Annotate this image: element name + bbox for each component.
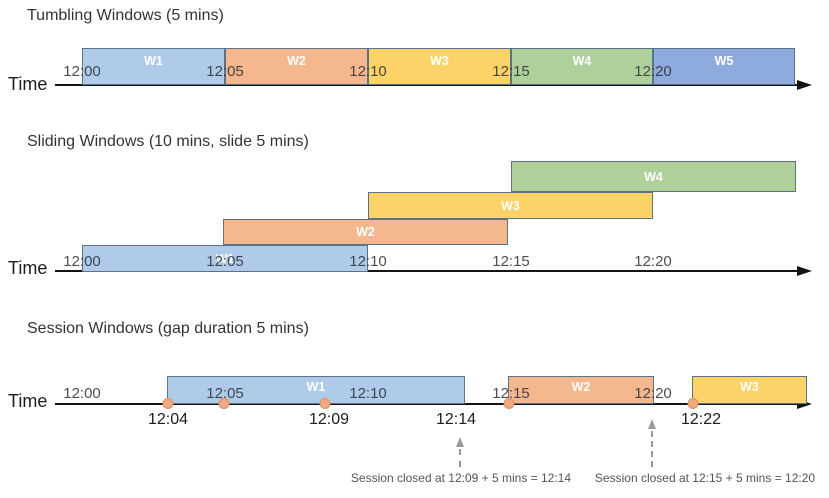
- event-dot: [319, 398, 331, 409]
- sliding-window-w4: W4: [511, 161, 796, 192]
- session-window-w1: W1: [167, 376, 465, 404]
- window-label: W3: [740, 380, 759, 394]
- tick-label: 12:10: [349, 63, 387, 80]
- window-label: W2: [356, 225, 375, 239]
- tick-label: 12:15: [492, 253, 530, 270]
- window-label: W1: [144, 54, 163, 68]
- event-dot: [218, 398, 230, 409]
- up-arrow-icon: [456, 437, 464, 447]
- event-dot: [687, 398, 699, 409]
- tick-label: 12:10: [349, 385, 387, 402]
- tick-label: 12:10: [349, 253, 387, 270]
- event-dot: [162, 398, 174, 409]
- window-label: W2: [571, 380, 591, 394]
- tumbling-title: Tumbling Windows (5 mins): [27, 7, 224, 24]
- event-time-label: 12:04: [147, 411, 189, 428]
- tick-label: 12:15: [492, 63, 530, 80]
- window-label: W1: [215, 251, 235, 266]
- session-close-annotation: Session closed at 12:09 + 5 mins = 12:14: [350, 471, 572, 485]
- tumbling-window-w2: W2: [225, 48, 368, 85]
- dashed-arrow-shaft: [459, 449, 461, 467]
- dashed-arrow-shaft: [651, 431, 653, 467]
- tumbling-window-w3: W3: [368, 48, 511, 85]
- tick-label: 12:05: [206, 253, 244, 270]
- tick-label: 12:00: [63, 385, 101, 402]
- window-label: W3: [501, 198, 520, 213]
- window-label: W4: [572, 54, 592, 68]
- event-time-label: 12:22: [680, 411, 722, 428]
- sliding-time-axis: [55, 270, 798, 272]
- tumbling-window-w1: W1: [82, 48, 225, 85]
- tick-label: 12:15: [492, 385, 530, 402]
- tick-label: 12:20: [634, 253, 672, 270]
- tick-label: 12:00: [63, 63, 101, 80]
- session-window-w2: W2: [508, 376, 654, 404]
- event-dot: [503, 398, 515, 409]
- tick-label: 12:05: [206, 385, 244, 402]
- arrow-right-icon: [797, 80, 812, 90]
- session-close-annotation: Session closed at 12:15 + 5 mins = 12:20: [594, 471, 816, 485]
- sliding-window-w3: W3: [368, 192, 653, 219]
- session-time-axis: [55, 403, 798, 405]
- sliding-window-w1: W1: [82, 245, 368, 272]
- sliding-title: Sliding Windows (10 mins, slide 5 mins): [27, 133, 309, 150]
- tumbling-window-w5: W5: [653, 48, 795, 85]
- sliding-time-label: Time: [8, 258, 48, 278]
- event-time-label: 12:14: [435, 411, 477, 428]
- arrow-right-icon: [797, 266, 812, 276]
- window-label: W2: [287, 54, 306, 68]
- event-time-label: 12:09: [308, 411, 350, 428]
- session-title: Session Windows (gap duration 5 mins): [27, 320, 309, 337]
- tick-label: 12:20: [634, 385, 672, 402]
- window-label: W4: [644, 169, 663, 184]
- tumbling-window-w4: W4: [511, 48, 653, 85]
- tumbling-time-axis: [55, 84, 798, 86]
- sliding-window-w2: W2: [223, 219, 508, 245]
- window-label: W1: [306, 380, 326, 394]
- tumbling-time-label: Time: [8, 74, 48, 94]
- session-time-label: Time: [8, 391, 48, 411]
- tick-label: 12:00: [63, 253, 101, 270]
- tick-label: 12:05: [206, 63, 244, 80]
- tick-label: 12:20: [634, 63, 672, 80]
- session-window-w3: W3: [692, 376, 807, 404]
- window-label: W3: [430, 54, 449, 68]
- window-label: W5: [714, 54, 734, 68]
- up-arrow-icon: [648, 419, 656, 429]
- arrow-right-icon: [797, 399, 812, 409]
